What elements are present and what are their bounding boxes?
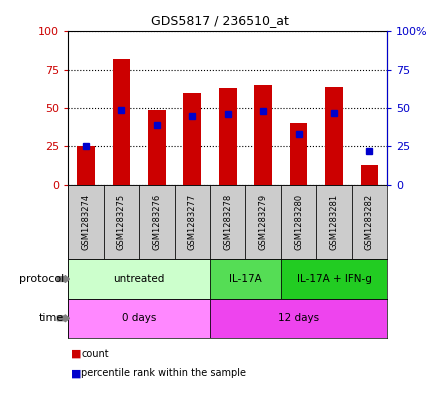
Text: GSM1283276: GSM1283276 (152, 194, 161, 250)
Text: GSM1283277: GSM1283277 (188, 194, 197, 250)
Text: ■: ■ (71, 349, 81, 359)
Text: GSM1283279: GSM1283279 (259, 194, 268, 250)
Bar (77, 146, 95, 185)
Text: 0 days: 0 days (122, 313, 156, 323)
Bar (104, 185, 139, 259)
Bar (68, 259, 210, 299)
Text: GSM1283282: GSM1283282 (365, 194, 374, 250)
Text: GSM1283281: GSM1283281 (330, 194, 338, 250)
Bar (254, 85, 272, 185)
Text: GSM1283274: GSM1283274 (81, 194, 91, 250)
Bar (148, 110, 166, 185)
Bar (113, 59, 130, 185)
Text: GSM1283275: GSM1283275 (117, 194, 126, 250)
Bar (210, 299, 387, 338)
Bar (316, 185, 352, 259)
Bar (210, 185, 246, 259)
Text: untreated: untreated (114, 274, 165, 284)
Text: time: time (39, 313, 64, 323)
Text: GDS5817 / 236510_at: GDS5817 / 236510_at (151, 14, 289, 27)
Text: protocol: protocol (18, 274, 64, 284)
Text: count: count (81, 349, 109, 359)
Text: IL-17A: IL-17A (229, 274, 262, 284)
Bar (68, 299, 210, 338)
Bar (325, 86, 343, 185)
Bar (175, 185, 210, 259)
Text: GSM1283278: GSM1283278 (223, 194, 232, 250)
Bar (281, 185, 316, 259)
Bar (290, 123, 308, 185)
Bar (68, 185, 104, 259)
Bar (246, 185, 281, 259)
Text: percentile rank within the sample: percentile rank within the sample (81, 368, 246, 378)
Bar (281, 259, 387, 299)
Text: 12 days: 12 days (278, 313, 319, 323)
Bar (139, 185, 175, 259)
Text: GSM1283280: GSM1283280 (294, 194, 303, 250)
Text: ■: ■ (71, 368, 81, 378)
Bar (183, 93, 201, 185)
Bar (352, 185, 387, 259)
Bar (219, 88, 237, 185)
Bar (210, 259, 281, 299)
Bar (361, 165, 378, 185)
Text: IL-17A + IFN-g: IL-17A + IFN-g (297, 274, 371, 284)
